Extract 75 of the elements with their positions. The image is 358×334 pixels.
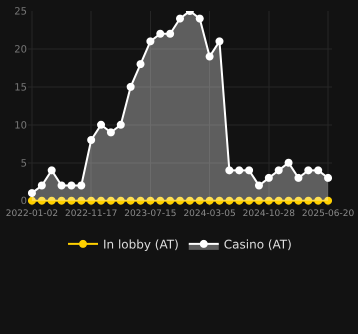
point bbox=[48, 166, 56, 174]
point bbox=[28, 196, 36, 205]
point bbox=[314, 196, 322, 205]
point bbox=[215, 196, 224, 205]
point bbox=[97, 120, 106, 129]
point bbox=[136, 196, 145, 205]
point bbox=[284, 196, 293, 205]
point bbox=[77, 182, 86, 190]
point bbox=[264, 196, 273, 205]
y-tick-label: 20 bbox=[14, 44, 27, 56]
point bbox=[274, 196, 283, 205]
x-tick-label: 2022-01-02 bbox=[6, 209, 58, 219]
point bbox=[77, 196, 86, 205]
point bbox=[146, 37, 154, 46]
y-tick-label: 0 bbox=[20, 196, 27, 208]
point bbox=[324, 196, 332, 205]
point bbox=[196, 196, 204, 205]
point bbox=[206, 196, 214, 205]
point bbox=[126, 196, 135, 205]
point bbox=[116, 196, 125, 205]
point bbox=[294, 196, 302, 205]
point bbox=[304, 196, 312, 205]
point bbox=[196, 14, 204, 23]
point bbox=[254, 196, 263, 205]
point bbox=[324, 174, 332, 182]
legend-label: Casino (AT) bbox=[224, 238, 292, 252]
point bbox=[235, 166, 244, 174]
point bbox=[215, 37, 224, 46]
point bbox=[206, 52, 214, 61]
point bbox=[156, 196, 164, 205]
point bbox=[126, 82, 135, 91]
x-tick-label: 2022-11-17 bbox=[65, 209, 118, 219]
point bbox=[58, 196, 66, 205]
x-tick-label: 2025-06-20 bbox=[302, 209, 354, 219]
point bbox=[314, 166, 322, 174]
x-tick-label: 2024-10-28 bbox=[242, 209, 296, 219]
point bbox=[97, 196, 106, 205]
y-tick-label: 15 bbox=[14, 82, 27, 94]
legend-label: In lobby (AT) bbox=[103, 238, 179, 252]
point bbox=[245, 196, 254, 205]
point bbox=[106, 128, 115, 136]
point bbox=[67, 182, 76, 190]
point bbox=[284, 158, 293, 167]
point bbox=[87, 196, 96, 205]
point bbox=[136, 60, 145, 68]
point bbox=[166, 30, 174, 38]
point bbox=[294, 174, 302, 182]
point bbox=[38, 182, 46, 190]
point bbox=[28, 189, 36, 198]
point bbox=[58, 182, 66, 190]
point bbox=[274, 166, 283, 174]
x-tick-label: 2024-03-05 bbox=[183, 209, 236, 219]
point bbox=[166, 196, 174, 205]
point bbox=[106, 196, 115, 205]
point bbox=[225, 196, 234, 205]
point bbox=[186, 196, 194, 205]
point bbox=[87, 136, 96, 144]
x-tick-label: 2023-07-15 bbox=[124, 209, 177, 219]
point bbox=[225, 166, 234, 174]
point bbox=[116, 120, 125, 129]
point bbox=[235, 196, 244, 205]
y-tick-label: 25 bbox=[14, 6, 27, 18]
point bbox=[156, 30, 164, 38]
point bbox=[48, 196, 56, 205]
point bbox=[304, 166, 312, 174]
point bbox=[38, 196, 46, 205]
y-tick-label: 10 bbox=[14, 120, 27, 132]
point bbox=[146, 196, 154, 205]
point bbox=[67, 196, 76, 205]
point bbox=[245, 166, 254, 174]
point bbox=[264, 174, 273, 182]
point bbox=[176, 14, 184, 23]
y-tick-label: 5 bbox=[20, 158, 27, 170]
point bbox=[176, 196, 184, 205]
point bbox=[254, 182, 263, 190]
